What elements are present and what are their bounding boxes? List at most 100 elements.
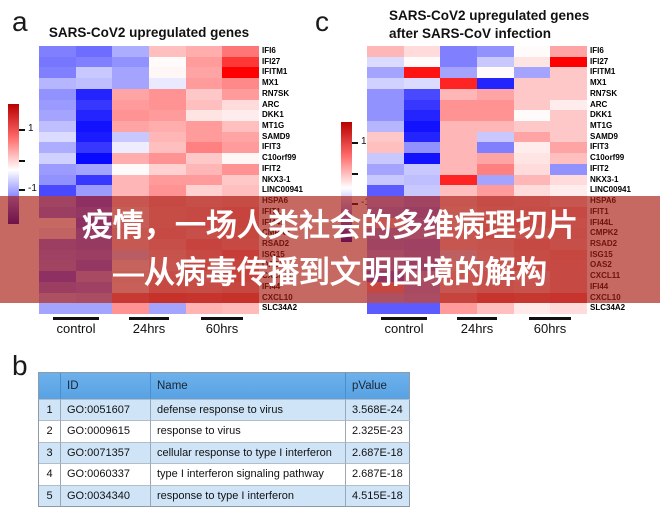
heatmap-cell [112,67,149,79]
heatmap-cell [75,121,113,132]
panel-letter-a: a [12,6,28,37]
heatmap-cell [513,67,551,79]
heatmap-cell [440,110,477,122]
heatmap-cell [185,163,223,175]
x-tick-bar [129,317,169,320]
table-row: 5 GO:0034340 response to type I interferon… [39,484,410,506]
heatmap-cell [149,67,186,79]
cell-pvalue: 4.515E-18 [346,484,410,506]
heatmap-cell [440,185,477,197]
colorbar-c-gradient [341,122,352,242]
gene-label: C10orf99 [590,153,625,163]
heatmap-cell [222,153,259,164]
heatmap-cell [367,185,404,197]
overlay-title-line2: —从病毒传播到文明困境的解构 [113,255,547,290]
heatmap-cell [403,303,441,314]
gene-label: IFI27 [262,56,281,66]
heatmap-cell [477,99,514,111]
heatmap-cell [75,153,113,164]
gene-label: MX1 [590,78,607,88]
heatmap-cell [39,88,76,100]
heatmap-cell [477,131,514,143]
x-group-control-c: control [381,317,427,336]
heatmap-cell [367,56,404,68]
x-group-60hrs-c: 60hrs [529,317,571,336]
heatmap-cell [222,78,259,89]
heatmap-cell [513,163,551,175]
heatmap-cell [75,185,113,197]
heatmap-cell [112,131,149,143]
x-label-24hrs: 24hrs [132,321,166,336]
heatmap-cell [75,163,113,175]
heatmap-cell [477,88,514,100]
heatmap-cell [185,121,223,132]
heatmap-cell [513,121,551,132]
heatmap-cell [403,110,441,122]
cell-pvalue: 2.687E-18 [346,463,410,484]
heatmap-cell [367,303,404,314]
heatmap-cell [185,153,223,164]
x-tick-bar [457,317,497,320]
heatmap-cell [403,174,441,186]
x-group-60hrs-a: 60hrs [201,317,243,336]
heatmap-cell [403,46,441,57]
heatmap-cell [367,99,404,111]
heatmap-cell [403,67,441,79]
heatmap-cell [367,88,404,100]
cell-rownum: 3 [39,441,61,464]
gene-label: ARC [262,99,280,109]
colorbar-c-tick-1 [352,142,358,144]
cell-go-id: GO:0009615 [61,420,151,442]
heatmap-cell [112,174,149,186]
heatmap-cell [39,185,76,197]
heatmap-cell [185,67,223,79]
heatmap-cell [440,67,477,79]
heatmap-cell [440,121,477,132]
heatmap-cell [222,88,259,100]
heatmap-cell [550,99,587,111]
heatmap-cell [367,153,404,164]
heatmap-cell [149,78,186,89]
heatmap-cell [39,78,76,89]
gene-label: IFITM1 [262,67,288,77]
heatmap-cell [440,142,477,154]
heatmap-cell [222,185,259,197]
heatmap-cell [513,153,551,164]
heatmap-cell [367,110,404,122]
gene-label: SLC34A2 [590,303,626,313]
heatmap-cell [112,303,149,314]
cell-pvalue: 2.687E-18 [346,441,410,463]
header-rownum [39,373,61,399]
heatmap-cell [185,110,223,122]
heatmap-cell [550,185,587,197]
heatmap-cell [367,142,404,154]
heatmap-cell [112,99,149,111]
heatmap-cell [403,142,441,154]
heatmap-cell [513,142,551,154]
heatmap-cell [403,131,441,143]
panel-c-title: SARS-CoV2 upregulated genes after SARS-C… [389,7,619,43]
panel-c-title-line2: after SARS-CoV infection [389,26,552,41]
heatmap-cell [513,185,551,197]
heatmap-cell [550,110,587,122]
heatmap-cell [367,78,404,89]
heatmap-cell [367,174,404,186]
heatmap-cell [149,88,186,100]
colorbar-a: 1 -1 [8,104,48,224]
heatmap-cell [477,56,514,68]
colorbar-a-tick-neg1 [19,189,25,191]
heatmap-cell [513,174,551,186]
heatmap-cell [75,88,113,100]
gene-label: MT1G [590,121,613,131]
gene-label: MX1 [262,78,279,88]
heatmap-cell [477,67,514,79]
heatmap-cell [39,163,76,175]
heatmap-cell [112,153,149,164]
heatmap-cell [513,303,551,314]
x-label-60hrs: 60hrs [533,321,567,336]
heatmap-cell [477,78,514,89]
heatmap-cell [403,78,441,89]
gene-label: IFI27 [590,56,609,66]
heatmap-cell [440,153,477,164]
heatmap-cell [440,131,477,143]
